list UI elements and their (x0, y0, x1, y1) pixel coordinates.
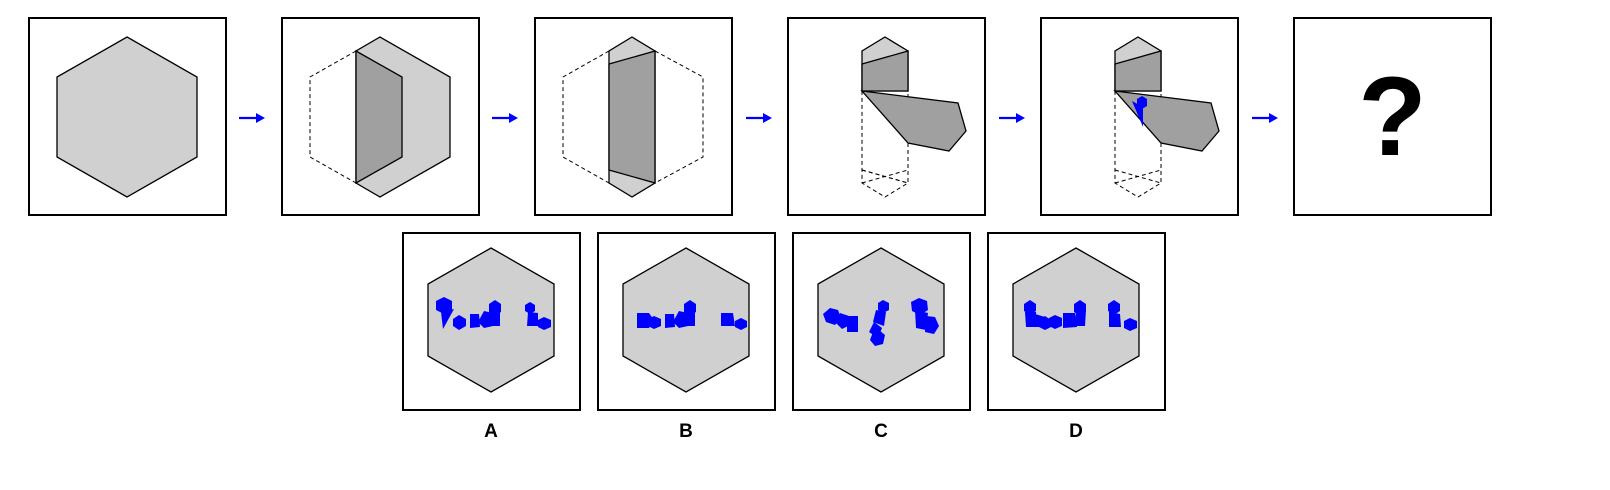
step-2-panel (281, 17, 480, 216)
hole-pattern (1024, 300, 1137, 331)
option-c-panel[interactable] (792, 232, 971, 411)
option-a-label[interactable]: A (484, 421, 498, 442)
right-arrow-icon (492, 113, 518, 123)
step-4-panel (787, 17, 986, 216)
hole-pattern (637, 300, 747, 330)
step-1-panel (28, 17, 227, 216)
option-d-label[interactable]: D (1069, 421, 1083, 442)
paper-hexagon (56, 36, 198, 198)
question-mark: ? (1358, 53, 1427, 179)
folded-strip-inner (1114, 50, 1162, 92)
option-b-figure (622, 247, 750, 393)
step-4-fold-figure (860, 36, 967, 198)
option-d-figure (1012, 247, 1140, 393)
step-3-panel (534, 17, 733, 216)
right-arrow-icon (999, 113, 1025, 123)
option-a-panel[interactable] (402, 232, 581, 411)
option-c-label[interactable]: C (874, 421, 888, 442)
folded-edge-dashed (654, 50, 704, 184)
right-arrow-icon (746, 113, 772, 123)
step-3-fold-figure (562, 36, 704, 198)
folded-diagonal-flap (860, 90, 967, 152)
question-panel: ? (1293, 17, 1492, 216)
step-5-punch-figure (1113, 36, 1220, 198)
step-1-hexagon-figure (56, 36, 198, 198)
right-arrow-icon (239, 113, 265, 123)
step-5-panel (1040, 17, 1239, 216)
folded-diagonal-flap (1113, 90, 1220, 152)
hole-pattern (823, 298, 939, 346)
option-d-panel[interactable] (987, 232, 1166, 411)
folded-edge-dashed (309, 50, 357, 184)
option-c-figure (817, 247, 945, 393)
hole-pattern (436, 297, 551, 330)
right-arrow-icon (1252, 113, 1278, 123)
blue-triangle-hole (1132, 101, 1143, 127)
step-2-fold-figure (309, 36, 451, 198)
folded-edge-dashed (562, 50, 610, 184)
option-b-panel[interactable] (597, 232, 776, 411)
folded-strip-inner (861, 50, 909, 92)
folded-flap (608, 50, 656, 184)
option-b-label[interactable]: B (679, 421, 693, 442)
option-a-figure (427, 247, 555, 393)
folded-flap (355, 49, 403, 185)
